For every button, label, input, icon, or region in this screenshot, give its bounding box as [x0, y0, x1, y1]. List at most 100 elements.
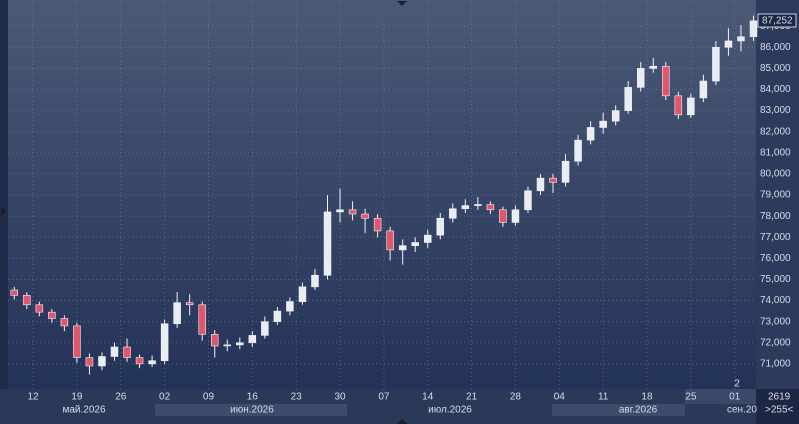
y-tick-label: 79,000 [760, 190, 791, 201]
candle-body [135, 357, 144, 365]
month-label: июл.2026 [428, 405, 472, 416]
y-tick-label: 83,000 [760, 105, 791, 116]
month-label: сен.20 [727, 405, 757, 416]
x-tick-label: 26 [115, 392, 127, 403]
candle-body [511, 209, 520, 223]
time-highlight [685, 389, 756, 404]
y-tick-label: 73,000 [760, 316, 791, 327]
month-label: июн.2026 [230, 405, 274, 416]
x-tick-label: 28 [510, 392, 522, 403]
month-label: май.2026 [62, 405, 105, 416]
y-tick-label: 82,000 [760, 126, 791, 137]
candle-body [210, 334, 219, 347]
candle-body [536, 177, 545, 192]
candle-body [35, 304, 44, 313]
candle-body [749, 20, 758, 38]
bar-count: 2619 [768, 392, 791, 403]
candle-body [687, 97, 695, 116]
candle-body [85, 357, 94, 367]
x-tick-label: 16 [247, 392, 259, 403]
counter: 2 [734, 379, 740, 390]
x-tick-label: 21 [466, 392, 478, 403]
bottom-marker [397, 419, 407, 424]
candle-body [624, 87, 632, 111]
candle-body [198, 304, 206, 335]
candle-body [23, 294, 31, 306]
x-tick-label: 23 [291, 392, 303, 403]
y-tick-label: 80,000 [760, 169, 791, 180]
candle-body [549, 177, 557, 183]
candle-body [474, 204, 482, 206]
grid [8, 0, 756, 389]
candle-body [398, 245, 407, 251]
candle-body [662, 65, 670, 97]
x-tick-label: 30 [334, 392, 346, 403]
candle-body [461, 205, 470, 210]
y-tick-label: 81,000 [760, 147, 791, 158]
y-tick-label: 74,000 [760, 295, 791, 306]
top-marker [397, 1, 407, 6]
candle-body [611, 110, 620, 122]
candle-body [311, 274, 319, 288]
candle-body [449, 208, 457, 219]
y-tick-label: 75,000 [760, 274, 791, 285]
month-label: авг.2026 [619, 405, 658, 416]
corner-box [756, 389, 799, 424]
candle-body [110, 346, 119, 357]
candles [10, 15, 758, 375]
candle-body [737, 36, 745, 42]
x-tick-label: 12 [27, 392, 39, 403]
candle-body [712, 46, 720, 82]
x-tick-label: 14 [422, 392, 434, 403]
candle-body [60, 318, 69, 327]
candle-body [486, 204, 495, 211]
month-band [552, 404, 685, 416]
y-tick-label: 86,000 [760, 42, 791, 53]
candle-body [298, 286, 307, 302]
candle-body [286, 301, 294, 312]
y-tick-label: 72,000 [760, 337, 791, 348]
y-tick-label: 71,000 [760, 359, 791, 370]
candle-body [724, 40, 733, 48]
candle-body [48, 311, 56, 319]
candle-body [524, 190, 532, 211]
candle-body [574, 139, 582, 162]
candle-body [649, 65, 658, 69]
candle-body [261, 321, 269, 336]
x-tick-label: 18 [641, 392, 653, 403]
y-tick-label: 78,000 [760, 211, 791, 222]
candle-body [323, 211, 332, 276]
candle-body [436, 217, 445, 236]
scale-label: >255< [765, 405, 794, 416]
candle-body [674, 95, 683, 116]
candle-body [148, 360, 156, 365]
candle-body [160, 323, 169, 362]
last-price: 87,252 [762, 16, 793, 27]
x-tick-label: 25 [685, 392, 697, 403]
candle-body [423, 234, 432, 243]
candle-body [336, 209, 344, 213]
x-tick-label: 11 [598, 392, 609, 403]
month-band [155, 404, 347, 416]
left-marker [1, 206, 6, 216]
x-tick-label: 09 [203, 392, 215, 403]
price-scale [756, 0, 799, 389]
x-tick-label: 04 [554, 392, 566, 403]
candle-body [586, 127, 595, 141]
x-tick-label: 19 [71, 392, 83, 403]
candle-body [123, 346, 131, 358]
candle-body [499, 209, 507, 223]
candle-body [699, 80, 708, 99]
last-price-box [757, 13, 797, 28]
x-tick-label: 01 [729, 392, 741, 403]
candle-body [185, 302, 194, 306]
candle-body [10, 289, 19, 296]
x-tick-label: 07 [378, 392, 390, 403]
candle-body [636, 68, 645, 88]
candle-body [223, 344, 232, 347]
candle-body [348, 209, 357, 215]
candle-body [98, 356, 106, 367]
candle-body [236, 342, 244, 346]
candle-body [373, 217, 382, 232]
candle-body [561, 160, 570, 183]
